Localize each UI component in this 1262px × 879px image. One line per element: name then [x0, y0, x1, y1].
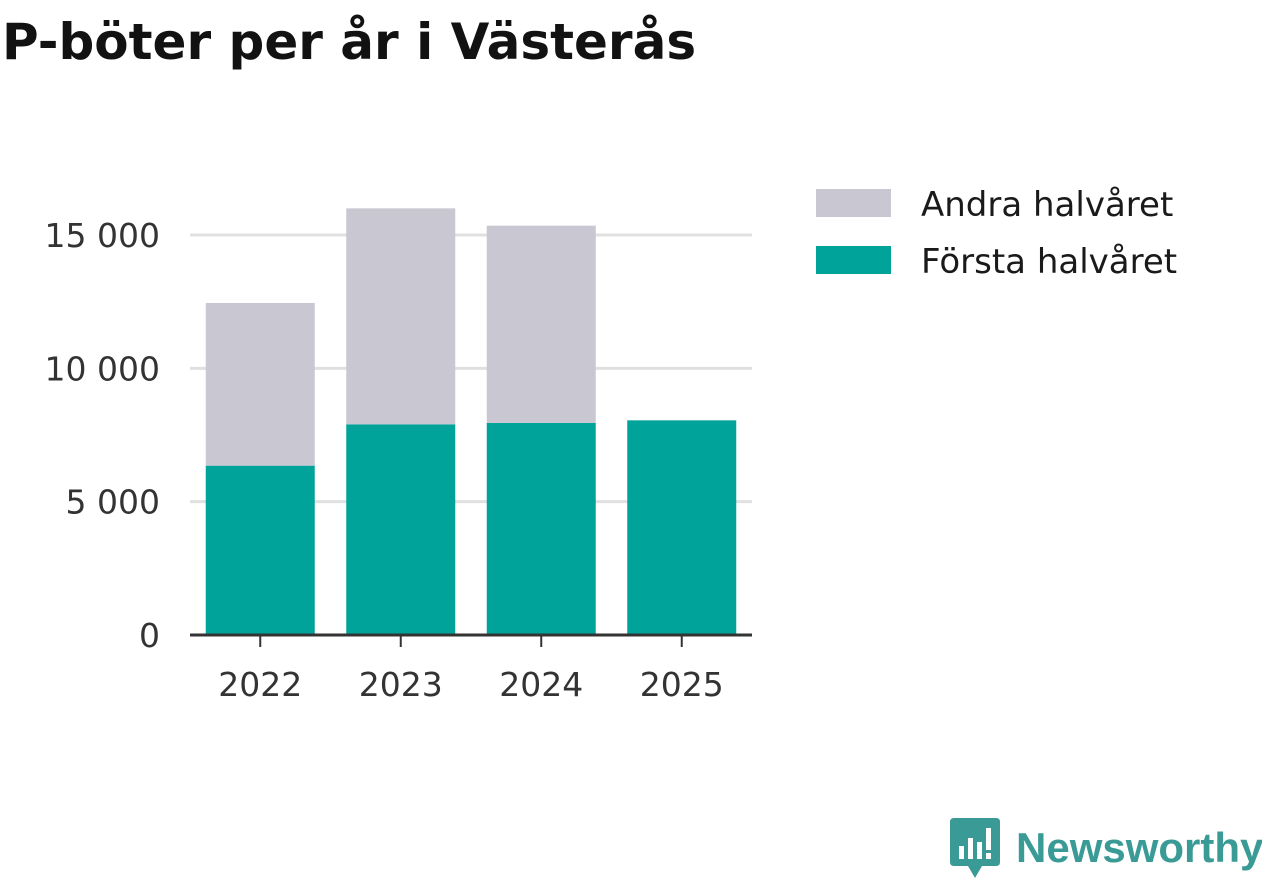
y-tick-label-0: 0 [139, 616, 160, 655]
y-tick-label-5000: 5 000 [66, 483, 160, 522]
x-axis [190, 633, 752, 647]
legend-label-forsta: Första halvåret [921, 242, 1177, 282]
bar-2023-andra [346, 208, 456, 425]
bar-2022-andra [205, 303, 315, 466]
x-tick-label-2024: 2024 [499, 665, 583, 704]
chart-title: P-böter per år i Västerås [2, 13, 697, 71]
legend: Andra halvåret Första halvåret [816, 185, 1177, 282]
newsworthy-logo: Newsworthy [950, 818, 1262, 878]
brand-name: Newsworthy [1016, 824, 1262, 871]
x-tick-label-2023: 2023 [359, 665, 443, 704]
y-axis: 0 5 000 10 000 15 000 [45, 216, 160, 655]
x-tick-label-2022: 2022 [218, 665, 302, 704]
bar-2022-forsta [205, 465, 315, 635]
chart-bubble-icon [950, 818, 1000, 878]
x-tick-label-2025: 2025 [640, 665, 724, 704]
y-tick-label-10000: 10 000 [45, 349, 160, 388]
bar-2023-forsta [346, 424, 456, 635]
bar-2024-andra [486, 225, 596, 423]
x-tick-labels: 2022 2023 2024 2025 [218, 665, 723, 704]
legend-swatch-forsta [816, 246, 891, 274]
legend-swatch-andra [816, 189, 891, 217]
legend-label-andra: Andra halvåret [921, 185, 1173, 225]
y-tick-label-15000: 15 000 [45, 216, 160, 255]
bars [205, 208, 737, 635]
bar-2024-forsta [486, 423, 596, 635]
bar-2025-forsta [627, 420, 737, 635]
